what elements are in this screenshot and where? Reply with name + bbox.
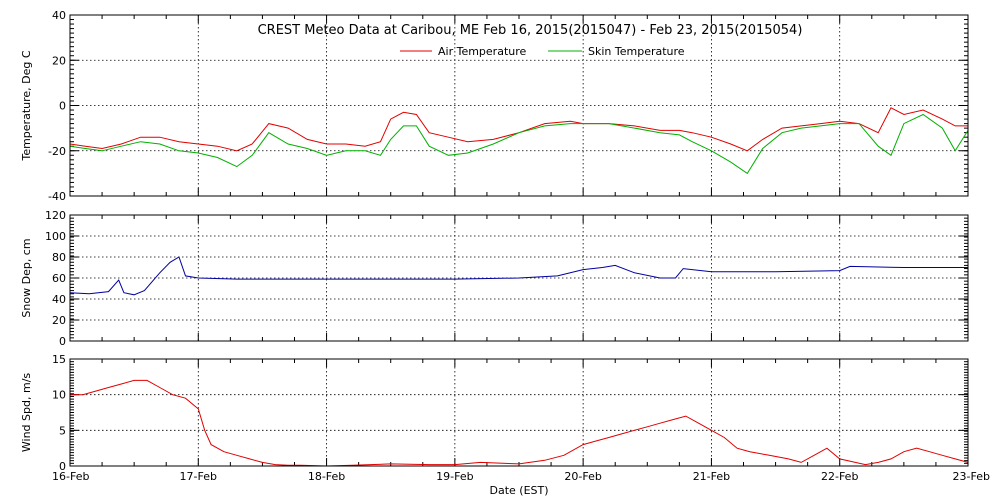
chart-title: CREST Meteo Data at Caribou, ME Feb 16, …: [258, 23, 803, 38]
y-tick-label: -40: [48, 190, 66, 203]
y-tick-label: 60: [52, 272, 66, 285]
x-axis: 16-Feb 17-Feb 18-Feb 19-Feb 20-Feb 21-Feb 22-F…: [52, 470, 990, 483]
y-tick-label: 100: [45, 230, 66, 243]
legend-label-air-temperature: Air Temperature: [438, 45, 527, 58]
x-tick-label: 22-Feb: [821, 470, 858, 483]
y-tick-label: 40: [52, 293, 66, 306]
plot-frame: [69, 14, 969, 197]
x-tick-label: 21-Feb: [693, 470, 730, 483]
y-axis-title-snow: Snow Dep, cm: [20, 238, 33, 317]
series-line-skin-temperature: [69, 113, 969, 175]
y-tick-label: 5: [59, 424, 66, 437]
y-tick-label: 20: [52, 314, 66, 327]
y-tick-label: -20: [48, 145, 66, 158]
y-tick-label: 0: [59, 100, 66, 113]
x-tick-label: 20-Feb: [564, 470, 601, 483]
y-axis-title-temperature: Temperature, Deg C: [20, 50, 33, 161]
series-line-snow: [69, 256, 968, 296]
x-tick-label: 18-Feb: [308, 470, 345, 483]
panel-wind: 0 5 10 15 Wind Spd, m/s: [20, 353, 969, 473]
y-tick-label: 0: [59, 460, 66, 473]
x-tick-label: 19-Feb: [436, 470, 473, 483]
series-line-wind: [70, 379, 969, 467]
y-tick-label: 40: [52, 9, 66, 22]
y-tick-label: 120: [45, 209, 66, 222]
x-axis-title: Date (EST): [489, 484, 548, 497]
legend: Air Temperature Skin Temperature: [400, 45, 685, 58]
plot-frame: [69, 358, 969, 467]
y-axis-title-wind: Wind Spd, m/s: [20, 373, 33, 453]
panel-snow: 0 20 40 60 80 100 120 Snow Dep, cm: [20, 209, 969, 348]
y-tick-label: 15: [52, 353, 66, 366]
x-tick-label: 23-Feb: [953, 470, 990, 483]
x-tick-label: 16-Feb: [52, 470, 89, 483]
y-tick-label: 80: [52, 251, 66, 264]
panel-temperature: -40 -20 0 20 40 Temperature, Deg C: [20, 9, 969, 203]
y-tick-label: 20: [52, 54, 66, 67]
y-tick-label: 10: [52, 389, 66, 402]
legend-label-skin-temperature: Skin Temperature: [588, 45, 685, 58]
series-line-air-temperature: [69, 107, 968, 152]
y-tick-label: 0: [59, 335, 66, 348]
x-tick-label: 17-Feb: [180, 470, 217, 483]
plot-frame: [69, 214, 969, 342]
